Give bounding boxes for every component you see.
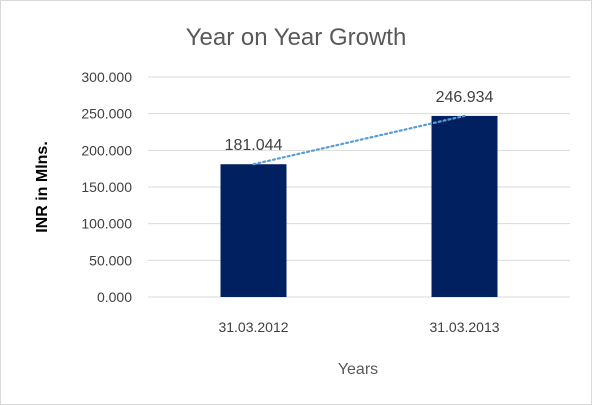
linear-trendline	[252, 114, 466, 166]
data-labels: 181.044 246.934	[225, 89, 494, 154]
y-tick-label: 250.000	[81, 106, 132, 122]
y-tick-label: 100.000	[81, 216, 132, 232]
y-tick-label: 300.000	[81, 69, 132, 85]
data-label: 181.044	[225, 137, 283, 154]
y-axis-title: INR in Mlns.	[34, 141, 51, 233]
trendline	[252, 114, 466, 166]
y-tick-label: 150.000	[81, 179, 132, 195]
y-tick-label: 50.000	[89, 252, 132, 268]
bar-31.03.2012	[220, 164, 287, 297]
y-axis-tick-labels: 0.000 50.000 100.000 150.000 200.000 250.000 3…	[81, 69, 132, 305]
x-axis-tick-labels: 31.03.2012 31.03.2013	[218, 319, 499, 335]
gridlines	[148, 76, 570, 298]
chart-title: Year on Year Growth	[186, 24, 407, 51]
data-label: 246.934	[436, 89, 494, 106]
x-tick-label: 31.03.2013	[429, 319, 499, 335]
y-tick-label: 200.000	[81, 142, 132, 158]
x-tick-label: 31.03.2012	[218, 319, 288, 335]
bar-31.03.2013	[431, 115, 498, 297]
bars	[220, 115, 498, 297]
x-axis-title: Years	[338, 361, 378, 378]
y-tick-label: 0.000	[97, 289, 132, 305]
